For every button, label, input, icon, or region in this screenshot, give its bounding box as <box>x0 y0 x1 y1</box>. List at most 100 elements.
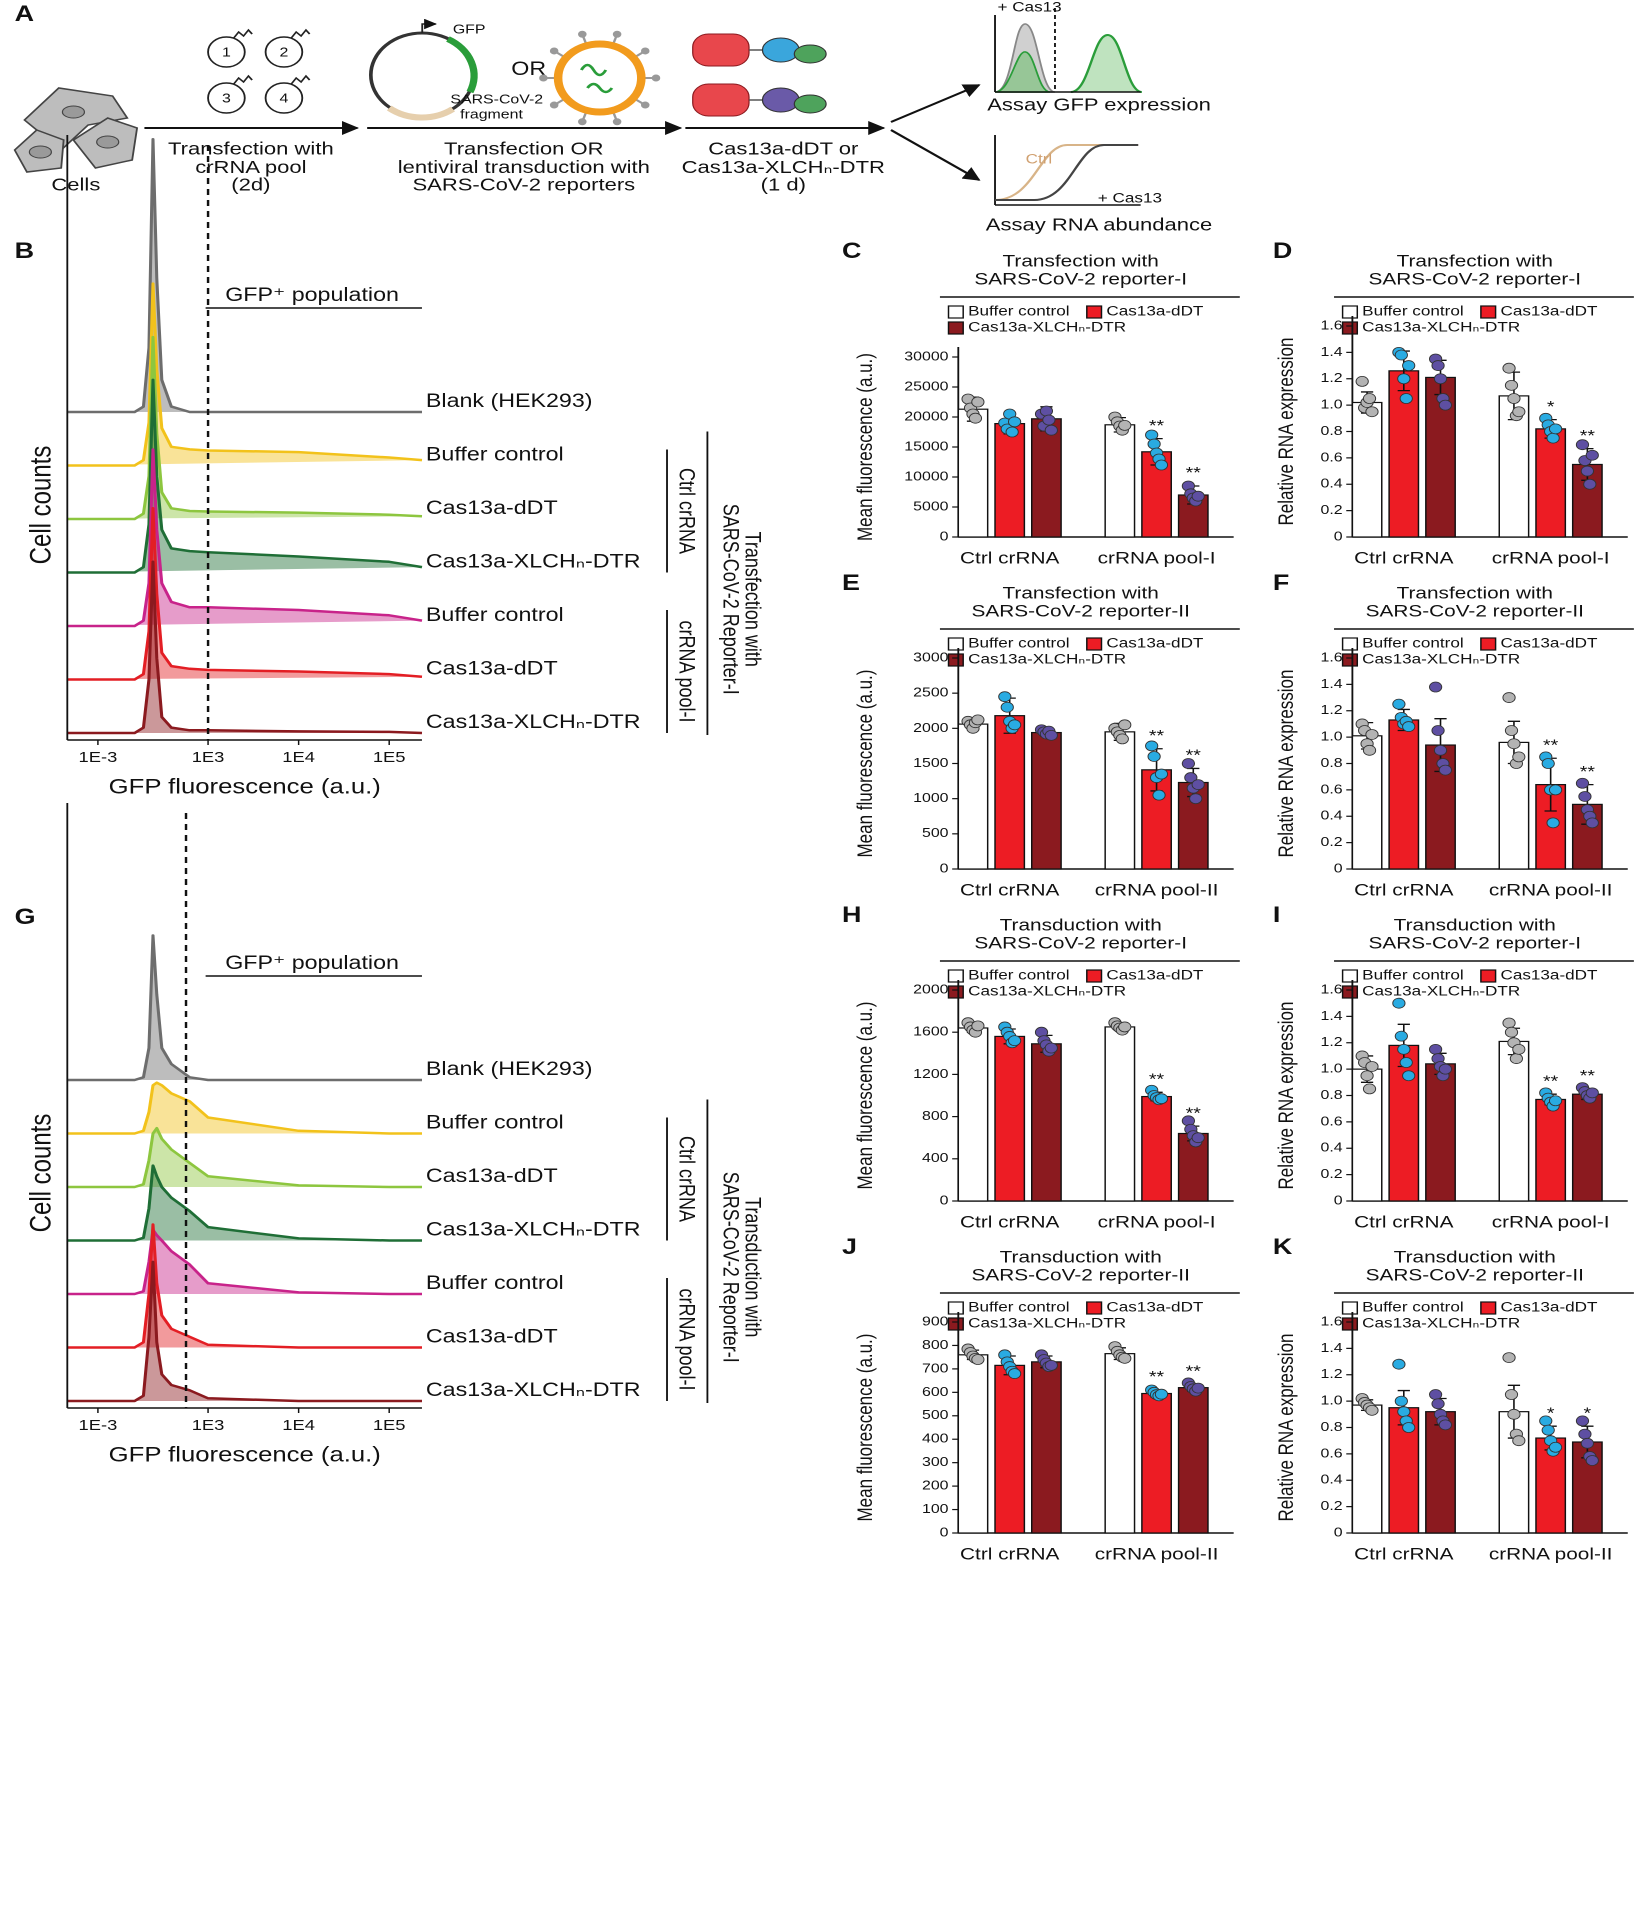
fragment-segment <box>386 105 456 121</box>
data-point <box>1362 1083 1377 1095</box>
panel-label: E <box>842 571 860 595</box>
x-tick-label: crRNA pool-II <box>1095 1545 1219 1564</box>
data-point <box>1541 1424 1555 1436</box>
data-point <box>1397 1043 1411 1055</box>
plasmid-number: 3 <box>222 92 231 106</box>
curve-sketch <box>995 144 1139 201</box>
histogram-sketch <box>994 51 1051 93</box>
data-point <box>1118 1021 1132 1033</box>
data-point <box>1118 719 1132 731</box>
data-point <box>1585 817 1599 829</box>
fragment-label: SARS-CoV-2 <box>450 93 543 107</box>
cell-nucleus <box>28 145 53 159</box>
data-point <box>1355 375 1369 387</box>
data-point <box>1502 692 1516 703</box>
y-tick-label: 1.4 <box>1320 345 1342 359</box>
y-tick-label: 0 <box>1334 1526 1343 1540</box>
legend-swatch <box>1086 637 1103 651</box>
significance: ** <box>1186 746 1201 764</box>
significance: ** <box>1149 1070 1164 1088</box>
bar <box>1104 424 1136 538</box>
data-point <box>1184 772 1198 783</box>
legend-swatch <box>1341 1317 1359 1331</box>
virus <box>553 40 646 116</box>
legend-label: Cas13a-dDT <box>1106 636 1204 651</box>
y-tick-label: 0 <box>940 1194 949 1208</box>
data-point <box>998 691 1012 703</box>
x-tick-label: crRNA pool-II <box>1489 881 1613 900</box>
significance: ** <box>1149 1368 1164 1386</box>
chart-title: SARS-CoV-2 reporter-II <box>971 602 1189 621</box>
data-point <box>1578 791 1592 802</box>
data-point <box>971 714 985 726</box>
sketch-label: Ctrl <box>1026 152 1053 167</box>
cas13-domain <box>692 83 750 117</box>
fragment-label: fragment <box>460 108 523 122</box>
cell-nucleus <box>96 135 120 149</box>
y-tick-label: 0.6 <box>1320 1115 1342 1129</box>
chart-title: Transduction with <box>1000 916 1162 935</box>
significance: ** <box>1580 763 1595 781</box>
density-curve <box>66 1126 422 1189</box>
legend-label: Cas13a-dDT <box>1500 636 1598 651</box>
bar <box>1030 1361 1062 1534</box>
y-tick-label: 0.8 <box>1320 1088 1342 1102</box>
y-tick-label: 0.4 <box>1320 477 1342 491</box>
data-point <box>1005 426 1019 438</box>
y-tick-label: 3000 <box>913 651 948 665</box>
y-tick-label: 1000 <box>913 791 948 805</box>
y-tick-label: 1.2 <box>1320 371 1342 385</box>
data-point <box>1502 1352 1516 1364</box>
chart-title: SARS-CoV-2 reporter-I <box>974 270 1187 289</box>
bar <box>994 715 1026 870</box>
significance: ** <box>1186 464 1201 482</box>
x-tick-label: crRNA pool-II <box>1095 881 1219 900</box>
bar <box>1104 1026 1136 1202</box>
gfp-segment <box>446 36 478 94</box>
legend-swatch <box>947 1317 964 1331</box>
legend-swatch <box>1341 321 1359 335</box>
data-point <box>1154 459 1169 471</box>
bar <box>1425 1063 1456 1202</box>
data-point <box>1502 1017 1516 1029</box>
x-tick-label: crRNA pool-I <box>1492 549 1610 568</box>
legend-swatch <box>1086 1301 1103 1315</box>
data-point <box>1007 1035 1022 1047</box>
plasmid-insert <box>232 28 253 39</box>
significance: ** <box>1186 1104 1201 1122</box>
panel-label: D <box>1273 239 1292 263</box>
data-point <box>1504 1389 1519 1400</box>
legend-label: Cas13a-dDT <box>1106 968 1204 983</box>
row-label: Cas13a-dDT <box>426 1326 558 1347</box>
y-axis-label: Cell counts <box>24 1114 57 1233</box>
x-tick-label: crRNA pool-I <box>1492 1213 1610 1232</box>
legend-swatch <box>947 653 964 667</box>
y-tick-label: 5000 <box>913 500 948 514</box>
legend-swatch <box>947 637 964 651</box>
x-tick-label: crRNA pool-II <box>1489 1545 1613 1564</box>
bar <box>1388 1044 1420 1202</box>
y-axis-label: Mean fluorescence (a.u.) <box>854 353 877 541</box>
data-point <box>1191 779 1205 790</box>
virus-spike-head <box>612 30 622 38</box>
y-tick-label: 1.6 <box>1320 651 1342 665</box>
data-point <box>1181 758 1195 769</box>
fusion-domain <box>761 87 800 113</box>
cells-label: Cells <box>51 176 100 196</box>
data-point <box>1007 1368 1022 1379</box>
data-point <box>1575 777 1590 789</box>
y-tick-label: 400 <box>922 1151 949 1165</box>
legend-label: Cas13a-XLCHₙ-DTR <box>968 984 1126 999</box>
virus-spike-head <box>651 74 661 82</box>
y-axis-label: Mean fluorescence (a.u.) <box>854 670 877 858</box>
data-point <box>1548 784 1563 796</box>
step-label: Transfection with <box>168 140 334 160</box>
bar <box>1425 1411 1456 1534</box>
y-tick-label: 1.6 <box>1320 983 1342 997</box>
data-point <box>1512 1435 1526 1447</box>
fusion-domain <box>793 94 827 114</box>
y-axis-label: Relative RNA expression <box>1275 670 1298 858</box>
y-tick-label: 200 <box>922 1479 949 1493</box>
chart-title: SARS-CoV-2 reporter-II <box>971 1266 1189 1285</box>
